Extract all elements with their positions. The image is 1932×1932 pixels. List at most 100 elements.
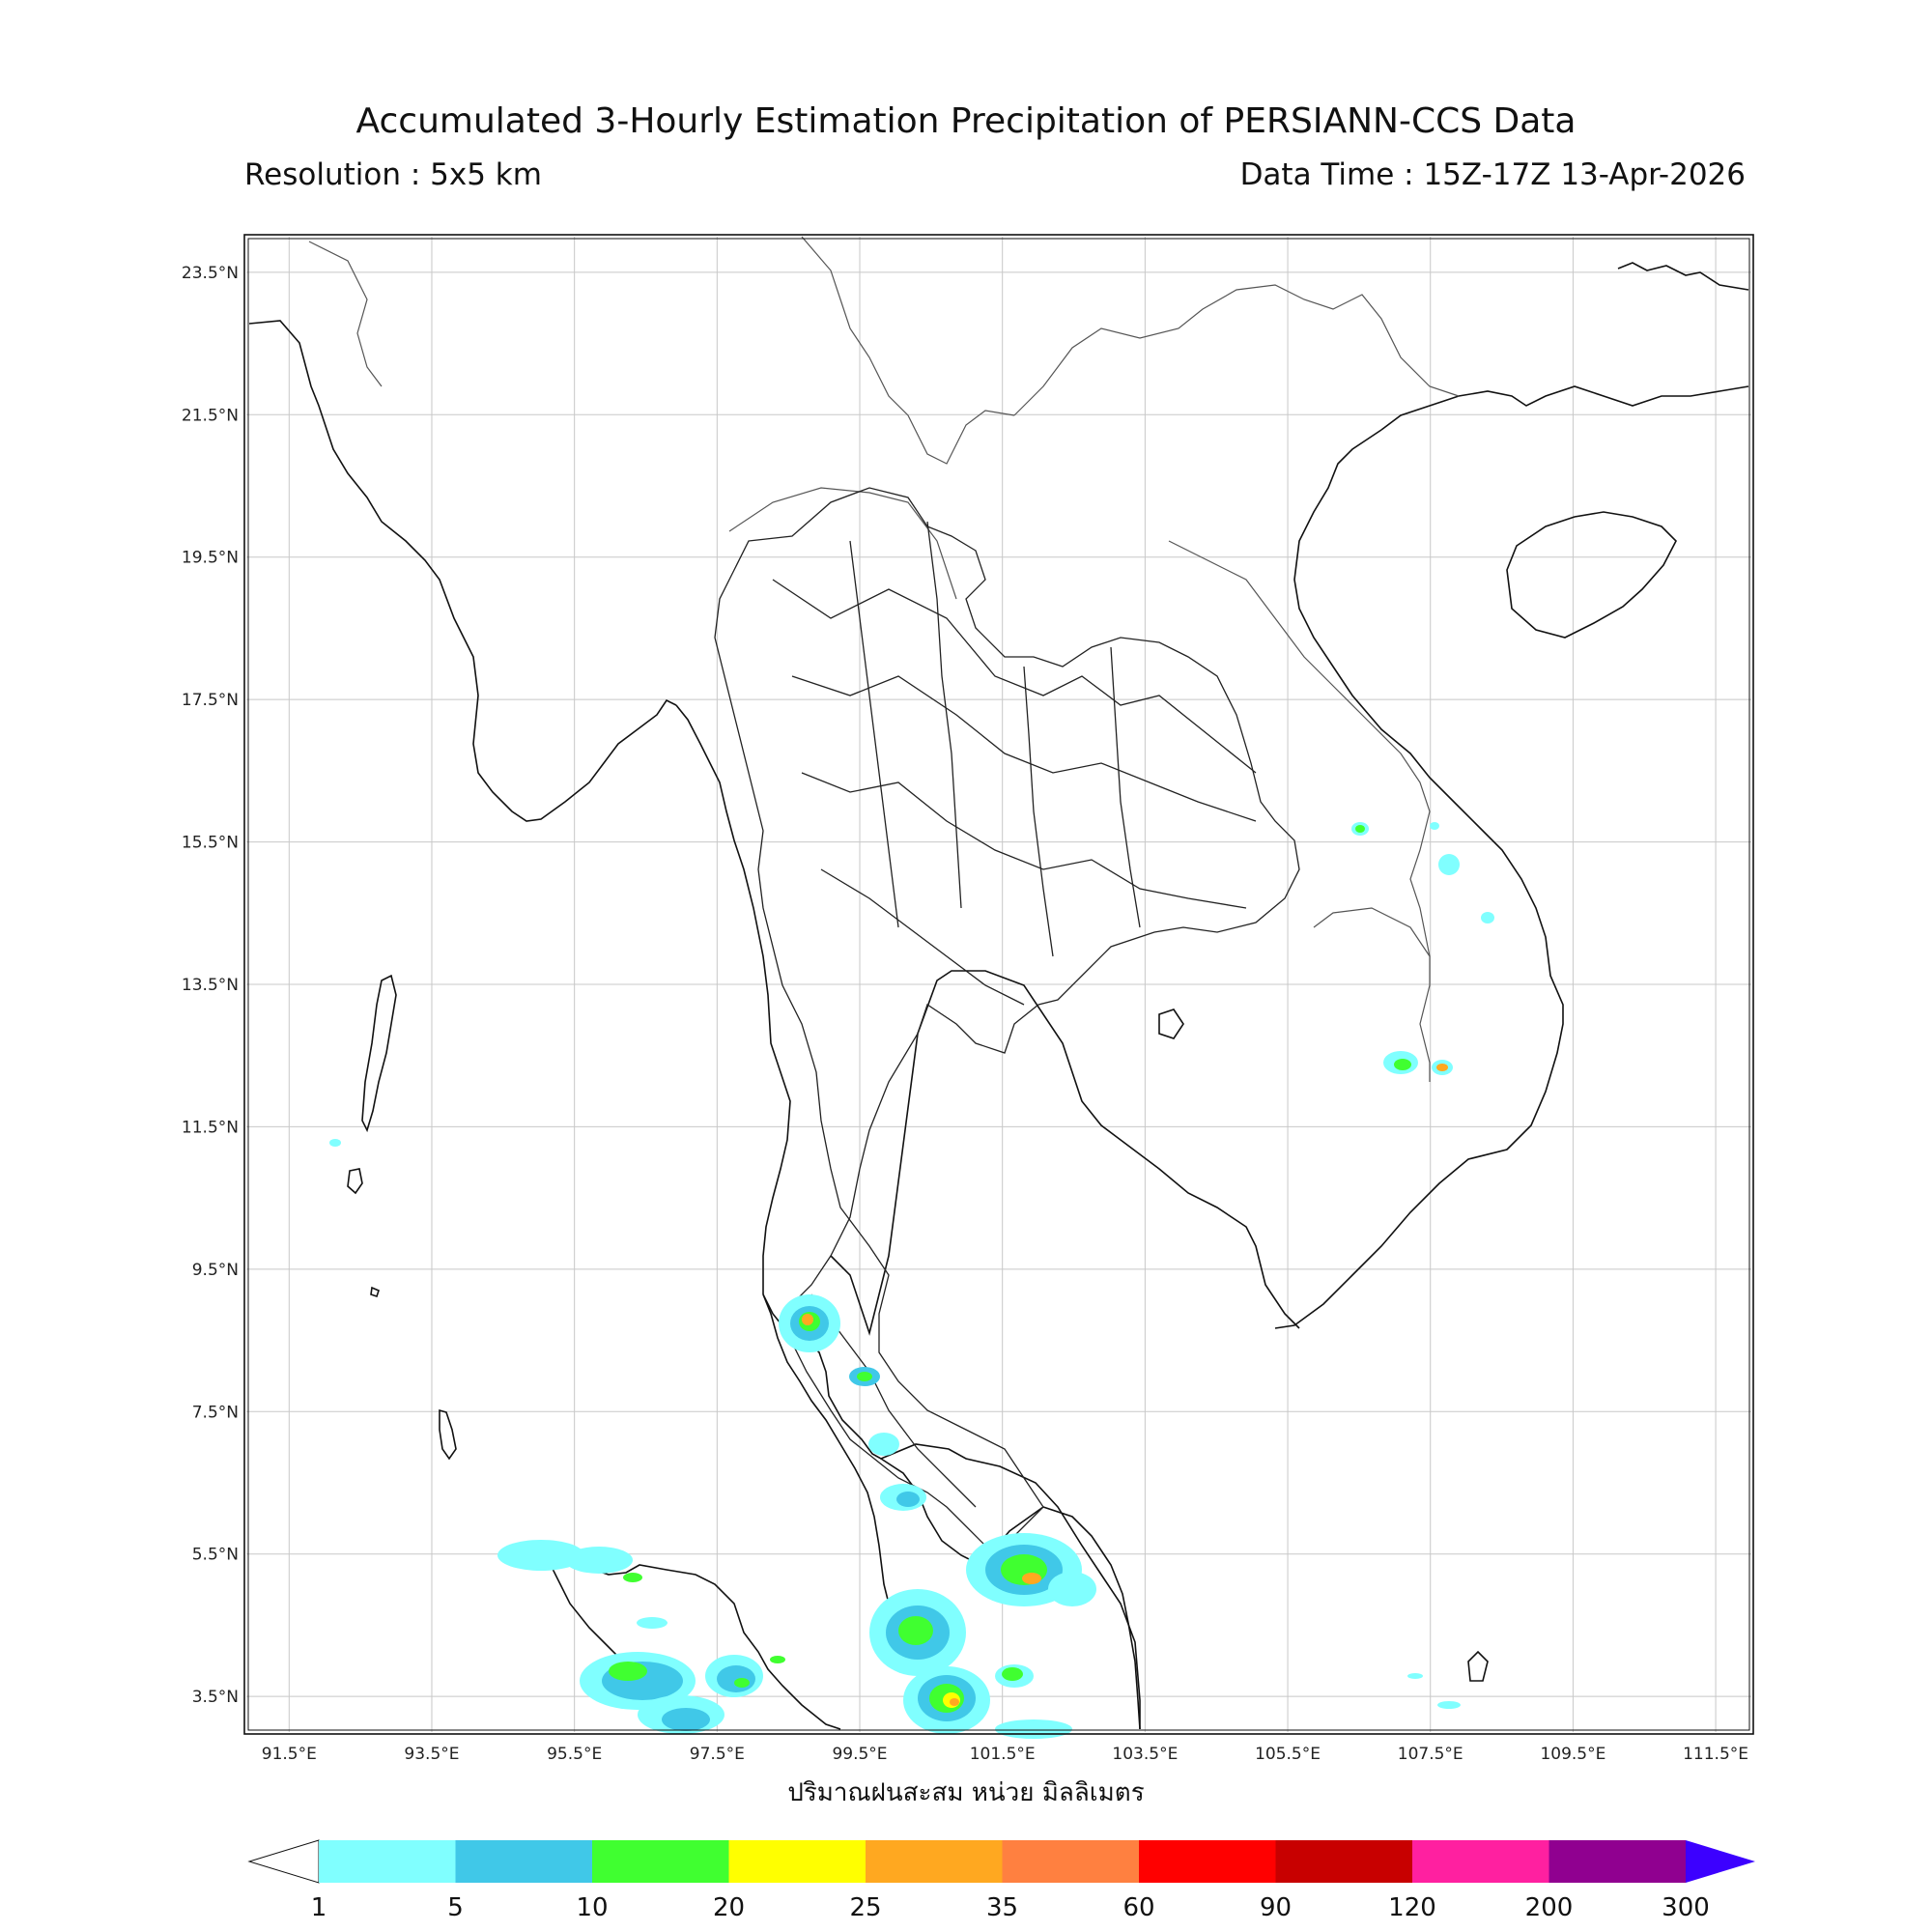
colorbar-segment <box>592 1840 729 1883</box>
map-frame <box>243 234 1754 1735</box>
province-lines-3 <box>801 772 1247 909</box>
lat-label: 19.5°N <box>182 549 239 568</box>
rain-patch <box>898 1616 933 1645</box>
province-lines-south <box>810 1293 977 1508</box>
lon-label: 97.5°E <box>690 1745 745 1764</box>
thai-myanmar-border <box>728 487 957 600</box>
colorbar-tick-label: 5 <box>447 1893 464 1922</box>
lon-label: 105.5°E <box>1255 1745 1321 1764</box>
graticule <box>246 237 1751 1732</box>
colorbar-tick-label: 1 <box>311 1893 327 1922</box>
colorbar-tick-label: 10 <box>576 1893 608 1922</box>
cambodia-vietnam-border <box>1313 907 1431 957</box>
rain-patch <box>497 1540 584 1571</box>
province-lines-2 <box>791 675 1257 822</box>
thailand-provinces <box>714 487 1300 1547</box>
rain-patch <box>637 1617 668 1629</box>
china-laos-border <box>1013 284 1460 416</box>
colorbar-segment <box>1412 1840 1549 1883</box>
map-frame-inner <box>247 238 1750 1731</box>
lon-label: 103.5°E <box>1112 1745 1178 1764</box>
country-borders <box>308 236 1460 1082</box>
lat-label: 17.5°N <box>182 691 239 710</box>
rain-patch <box>1436 1064 1448 1071</box>
myanmar-bangladesh-coast <box>248 320 677 822</box>
lat-label: 7.5°N <box>192 1403 239 1422</box>
colorbar-segment <box>455 1840 592 1883</box>
rain-patch <box>1022 1573 1041 1584</box>
car-nicobar <box>370 1286 380 1298</box>
colorbar-segment <box>1275 1840 1412 1883</box>
thailand-outline <box>714 487 1300 1547</box>
rain-patch <box>896 1492 920 1507</box>
colorbar-tick-label: 200 <box>1525 1893 1574 1922</box>
resolution-label: Resolution : 5x5 km <box>244 157 542 192</box>
rain-patch <box>802 1314 813 1325</box>
vietnam-coast <box>1274 429 1564 1329</box>
lon-label: 111.5°E <box>1683 1745 1748 1764</box>
laos-vietnam-border <box>1168 540 1431 1082</box>
rain-patch <box>1430 822 1439 830</box>
colorbar: 1 5 10 20 25 35 60 90 120 200 300 <box>247 1839 1755 1922</box>
rain-patch <box>995 1719 1072 1739</box>
rain-patch <box>1437 1701 1461 1709</box>
colorbar-tick-label: 300 <box>1662 1893 1710 1922</box>
rain-patch <box>1438 854 1460 875</box>
lon-label: 107.5°E <box>1398 1745 1463 1764</box>
colorbar-segment <box>1139 1840 1276 1883</box>
myanmar-west-coast <box>675 704 791 1294</box>
colorbar-segment <box>319 1840 456 1883</box>
nicobar-islands <box>439 1408 457 1461</box>
province-lines-1 <box>772 579 1257 774</box>
lat-label: 13.5°N <box>182 976 239 995</box>
rain-patch <box>329 1139 341 1147</box>
lat-label: 5.5°N <box>192 1546 239 1565</box>
colorbar-segment <box>1002 1840 1139 1883</box>
colorbar-segment <box>728 1840 866 1883</box>
india-myanmar-border <box>308 241 383 387</box>
rain-patch <box>1048 1572 1096 1606</box>
longitude-labels: 91.5°E 93.5°E 95.5°E 97.5°E 99.5°E 101.5°E 103… <box>262 1745 1748 1764</box>
little-andaman <box>347 1168 363 1195</box>
lat-label: 21.5°N <box>182 406 239 425</box>
lon-label: 95.5°E <box>547 1745 602 1764</box>
rain-patch <box>734 1678 750 1688</box>
rain-patch <box>565 1547 633 1574</box>
andaman-islands <box>361 974 397 1133</box>
colorbar-tick-label: 90 <box>1260 1893 1292 1922</box>
thai-gulf-inner-coast <box>830 970 1300 1336</box>
province-lines-4 <box>820 868 1025 1006</box>
colorbar-segment <box>1548 1840 1686 1883</box>
colorbar-tick-label: 60 <box>1122 1893 1154 1922</box>
colorbar-tick-label: 20 <box>713 1893 745 1922</box>
rain-patch <box>1355 825 1365 833</box>
lon-label: 109.5°E <box>1540 1745 1605 1764</box>
rain-patch <box>868 1433 899 1456</box>
lat-label: 15.5°N <box>182 834 239 853</box>
province-lines-5 <box>849 540 899 928</box>
coastlines <box>248 262 1749 1730</box>
map-title: Accumulated 3-Hourly Estimation Precipit… <box>355 101 1577 141</box>
rain-patch <box>1394 1059 1411 1070</box>
colorbar-tick-label: 120 <box>1388 1893 1436 1922</box>
lat-label: 3.5°N <box>192 1688 239 1707</box>
province-lines-6 <box>926 521 962 909</box>
rain-patch <box>717 1665 755 1692</box>
rain-patch <box>1481 912 1494 923</box>
rain-patch <box>609 1662 647 1681</box>
anambas-islands <box>1467 1650 1489 1682</box>
data-time-label: Data Time : 15Z-17Z 13-Apr-2026 <box>1239 157 1746 192</box>
hainan-island <box>1506 511 1677 639</box>
lon-label: 93.5°E <box>404 1745 459 1764</box>
rain-patch <box>662 1708 710 1731</box>
latitude-labels: 23.5°N 21.5°N 19.5°N 17.5°N 15.5°N 13.5°N 11.5… <box>182 264 239 1707</box>
lon-label: 101.5°E <box>970 1745 1036 1764</box>
colorbar-title: ปริมาณฝนสะสม หน่วย มิลลิเมตร <box>787 1778 1145 1807</box>
colorbar-tick-label: 35 <box>986 1893 1018 1922</box>
myanmar-china-border <box>801 236 1015 465</box>
rain-patch <box>770 1656 785 1663</box>
rain-patch <box>1002 1667 1023 1681</box>
lat-label: 11.5°N <box>182 1118 239 1137</box>
province-lines-7 <box>1023 666 1054 957</box>
precipitation-layer <box>329 822 1494 1739</box>
